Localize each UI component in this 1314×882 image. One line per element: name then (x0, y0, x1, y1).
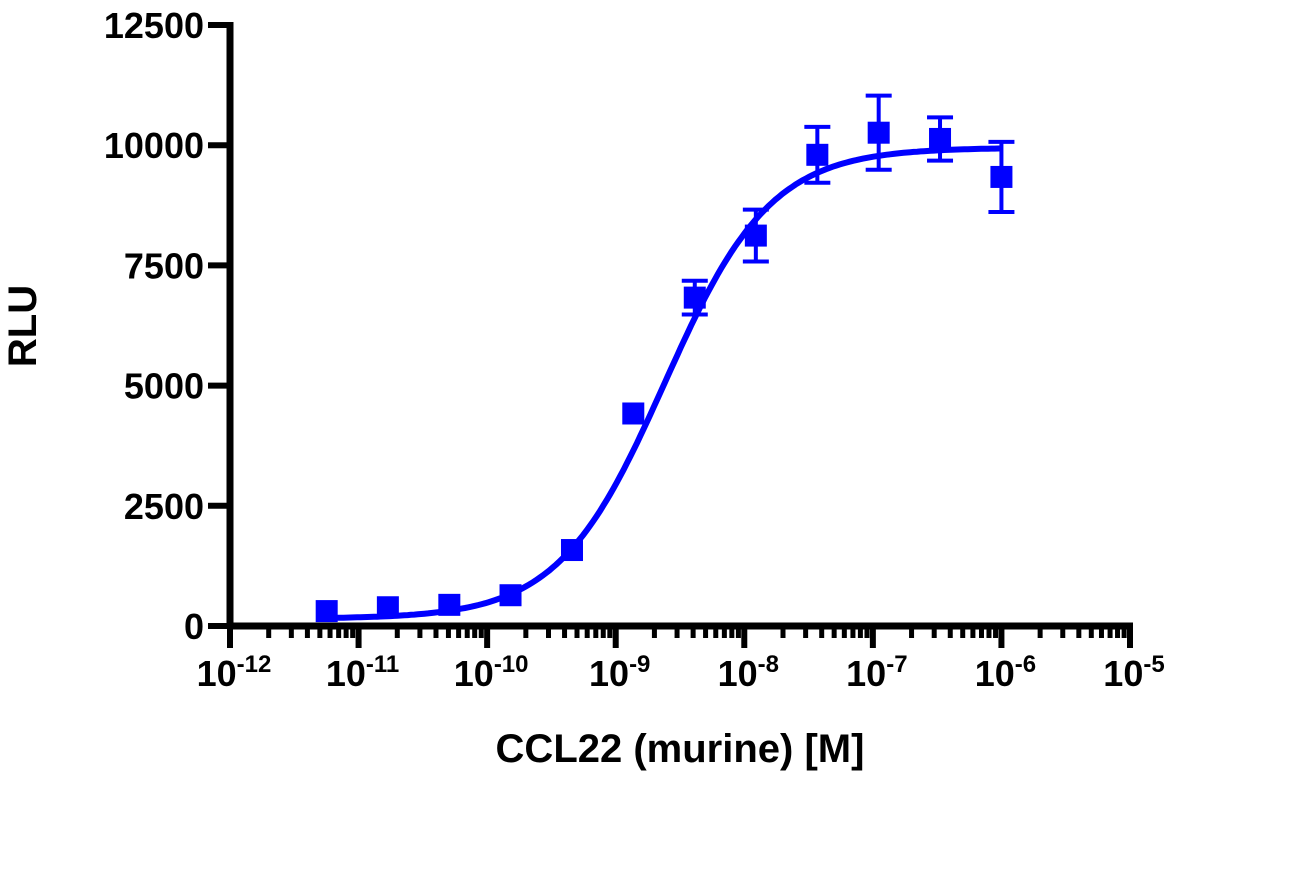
y-tick-label: 7500 (124, 245, 204, 286)
fit-curve-group (326, 145, 1002, 621)
x-tick-label: 10-9 (589, 651, 650, 694)
tick-exponent: -6 (1015, 651, 1036, 678)
tick-exponent: -10 (494, 651, 529, 678)
y-tick-label: 12500 (104, 5, 204, 46)
x-axis-label: CCL22 (murine) [M] (496, 727, 865, 771)
tick-exponent: -12 (237, 651, 272, 678)
x-tick-label: 10-5 (1103, 651, 1164, 694)
data-point (560, 539, 583, 562)
tick-exponent: -7 (886, 651, 907, 678)
data-point (683, 286, 706, 309)
data-point (867, 121, 890, 144)
data-point (438, 593, 461, 616)
data-point (376, 596, 399, 619)
fit-curve (326, 145, 1002, 621)
tick-base: 10 (197, 653, 237, 694)
data-point (929, 127, 952, 150)
y-axis-label: RLU (1, 285, 45, 367)
tick-exponent: -5 (1143, 651, 1164, 678)
y-tick-label: 5000 (124, 366, 204, 407)
data-point (744, 224, 767, 247)
y-tick-label: 0 (184, 606, 204, 647)
tick-base: 10 (718, 653, 758, 694)
data-point (622, 402, 645, 425)
x-tick-label: 10-8 (718, 651, 779, 694)
tick-base: 10 (589, 653, 629, 694)
x-tick-label: 10-10 (454, 651, 529, 694)
data-point (990, 165, 1013, 188)
tick-base: 10 (975, 653, 1015, 694)
data-point (315, 600, 338, 623)
tick-base: 10 (326, 653, 366, 694)
tick-base: 10 (454, 653, 494, 694)
tick-exponent: -8 (758, 651, 779, 678)
tick-exponent: -9 (629, 651, 650, 678)
x-tick-label: 10-6 (975, 651, 1036, 694)
y-tick-label: 10000 (104, 125, 204, 166)
x-tick-label: 10-12 (197, 651, 272, 694)
data-point (499, 584, 522, 607)
data-points (315, 93, 1015, 623)
y-tick-label: 2500 (124, 486, 204, 527)
x-tick-label: 10-7 (846, 651, 907, 694)
tick-base: 10 (846, 653, 886, 694)
data-point (806, 143, 829, 166)
x-tick-label: 10-11 (326, 651, 399, 694)
tick-exponent: -11 (366, 651, 399, 678)
tick-base: 10 (1103, 653, 1143, 694)
